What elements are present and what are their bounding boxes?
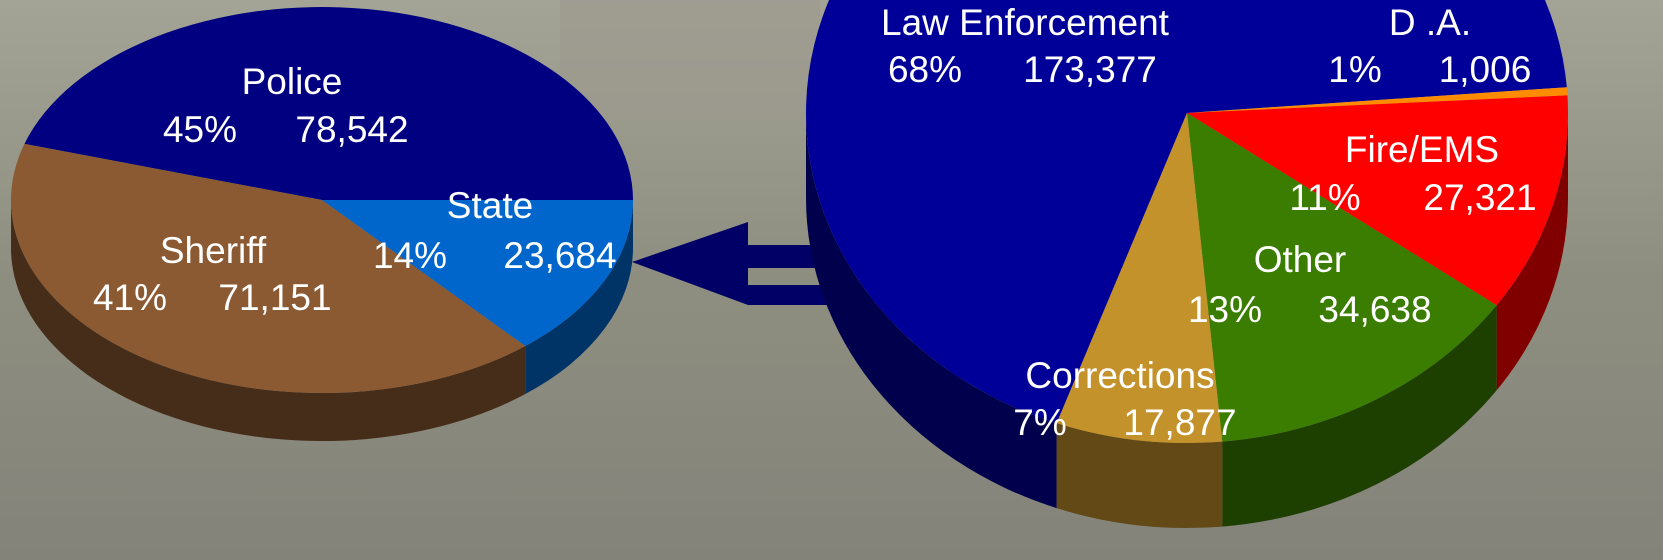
percent-label: 13% xyxy=(1188,289,1262,330)
pie-slice xyxy=(806,0,1567,424)
value-label: 34,638 xyxy=(1318,289,1431,330)
pie-slice xyxy=(1187,113,1497,442)
slice-label: Fire/EMS xyxy=(1345,129,1499,170)
value-label: 27,321 xyxy=(1423,177,1536,218)
value-label: 78,542 xyxy=(295,109,408,150)
value-label: 71,151 xyxy=(218,277,331,318)
slice-label: Sheriff xyxy=(160,230,267,271)
percent-label: 41% xyxy=(93,277,167,318)
percent-label: 45% xyxy=(163,109,237,150)
pie-slice xyxy=(10,143,526,393)
percent-label: 11% xyxy=(1289,177,1360,218)
value-label: 173,377 xyxy=(1023,49,1157,90)
pie-slice xyxy=(1056,113,1223,443)
pie-side xyxy=(1056,423,1223,528)
slice-label: D .A. xyxy=(1389,2,1471,43)
pie-side xyxy=(525,200,633,395)
pie-slice xyxy=(1187,87,1568,113)
pie-slice xyxy=(24,7,634,200)
pie-slice xyxy=(322,200,633,347)
arrow xyxy=(632,222,830,305)
pie-side xyxy=(11,200,526,441)
pie-side xyxy=(806,113,1057,509)
value-label: 1,006 xyxy=(1439,49,1532,90)
slice-label: State xyxy=(447,185,533,226)
pie: Law Enforcement 68% 173,377 D .A.1% 1,006 Fir… xyxy=(806,0,1569,528)
pie-side xyxy=(1222,305,1497,527)
pie-slice xyxy=(1187,95,1569,306)
slice-label: Police xyxy=(242,61,343,102)
value-label: 23,684 xyxy=(503,235,616,276)
slice-label: Corrections xyxy=(1025,355,1214,396)
slice-label: Other xyxy=(1254,239,1347,280)
percent-label: 7% xyxy=(1013,402,1066,443)
background-shape xyxy=(560,0,820,120)
percent-label: 1% xyxy=(1328,49,1381,90)
pie-side xyxy=(1496,113,1568,391)
slice-label: Law Enforcement xyxy=(881,2,1170,43)
percent-label: 14% xyxy=(373,235,447,276)
value-label: 17,877 xyxy=(1123,402,1236,443)
percent-label: 68% xyxy=(888,49,962,90)
